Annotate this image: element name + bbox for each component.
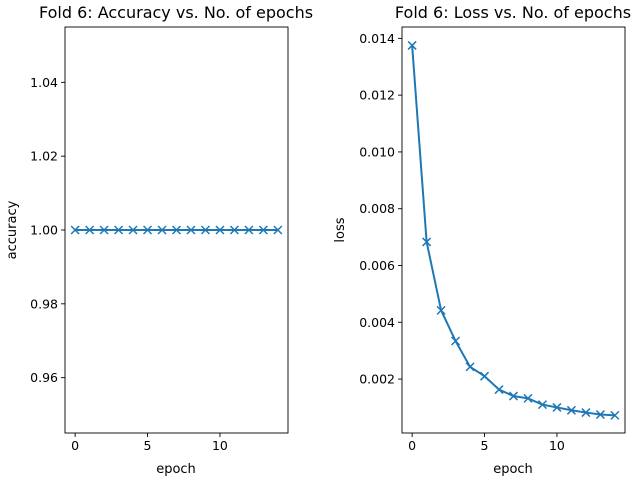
accuracy-data-point: [229, 225, 239, 235]
loss-data-point: [581, 408, 591, 418]
accuracy-data-point: [215, 225, 225, 235]
loss-data-point: [451, 336, 461, 346]
accuracy-y-tick-label: 0.98: [30, 296, 58, 311]
accuracy-y-tick-label: 1.00: [30, 223, 58, 238]
accuracy-x-tick-label: 0: [71, 438, 79, 453]
accuracy-x-tick-label: 10: [212, 438, 228, 453]
accuracy-data-point: [273, 225, 283, 235]
loss-data-point: [595, 410, 605, 420]
accuracy-data-point: [244, 225, 254, 235]
loss-data-point: [407, 40, 417, 50]
accuracy-data-point: [200, 225, 210, 235]
loss-x-tick-label: 0: [408, 438, 416, 453]
accuracy-data-point: [171, 225, 182, 235]
accuracy-data-point: [143, 225, 153, 235]
loss-y-tick-label: 0.014: [359, 31, 395, 46]
accuracy-data-point: [157, 225, 167, 235]
accuracy-y-tick-label: 1.02: [30, 149, 58, 164]
loss-data-point: [508, 391, 519, 401]
loss-subplot: Fold 6: Loss vs. No. of epochs 0 5 10 0.002…: [333, 3, 631, 477]
accuracy-plot-marks: 0 5 10 0.96 0.98 1.00 1.02 1.04: [30, 75, 283, 453]
loss-data-point: [552, 402, 562, 412]
accuracy-data-point: [258, 225, 268, 235]
loss-x-tick-label: 5: [481, 438, 489, 453]
accuracy-data-point: [128, 225, 138, 235]
loss-chart-title: Fold 6: Loss vs. No. of epochs: [395, 3, 631, 22]
accuracy-chart-title: Fold 6: Accuracy vs. No. of epochs: [39, 3, 313, 22]
loss-series-line: [411, 45, 615, 417]
loss-plot-frame: [401, 26, 626, 434]
loss-y-tick-label: 0.008: [359, 201, 395, 216]
loss-x-axis-label: epoch: [493, 462, 533, 477]
loss-data-point: [436, 305, 446, 315]
accuracy-data-point: [186, 225, 196, 235]
loss-data-point: [480, 371, 490, 381]
accuracy-x-tick-label: 5: [144, 438, 152, 453]
loss-data-point: [494, 385, 504, 395]
loss-data-point: [422, 237, 432, 247]
accuracy-plot-frame: [64, 26, 289, 434]
accuracy-y-tick-label: 1.04: [30, 75, 58, 90]
loss-y-axis-label: loss: [333, 217, 348, 242]
accuracy-y-tick-label: 0.96: [30, 370, 58, 385]
loss-y-tick-label: 0.004: [359, 315, 395, 330]
accuracy-data-point: [114, 225, 124, 235]
loss-data-point: [465, 362, 475, 372]
accuracy-x-axis-label: epoch: [156, 462, 196, 477]
accuracy-y-axis-label: accuracy: [5, 200, 20, 259]
accuracy-subplot: Fold 6: Accuracy vs. No. of epochs 0 5 100…: [5, 3, 313, 477]
loss-data-point: [610, 410, 620, 420]
loss-data-point: [523, 393, 533, 403]
accuracy-data-point: [85, 225, 95, 235]
loss-data-point: [566, 405, 576, 415]
accuracy-data-point: [70, 225, 80, 235]
loss-y-tick-label: 0.006: [359, 258, 395, 273]
accuracy-data-point: [99, 225, 109, 235]
loss-y-tick-label: 0.010: [359, 144, 395, 159]
loss-x-tick-label: 10: [549, 438, 565, 453]
loss-y-tick-label: 0.002: [359, 372, 395, 387]
loss-data-point: [537, 400, 547, 410]
loss-plot-marks: 0 5 10 0.002 0.004 0.006 0.008 0.010 0.012 0.014: [359, 31, 620, 453]
loss-y-tick-label: 0.012: [359, 88, 395, 103]
